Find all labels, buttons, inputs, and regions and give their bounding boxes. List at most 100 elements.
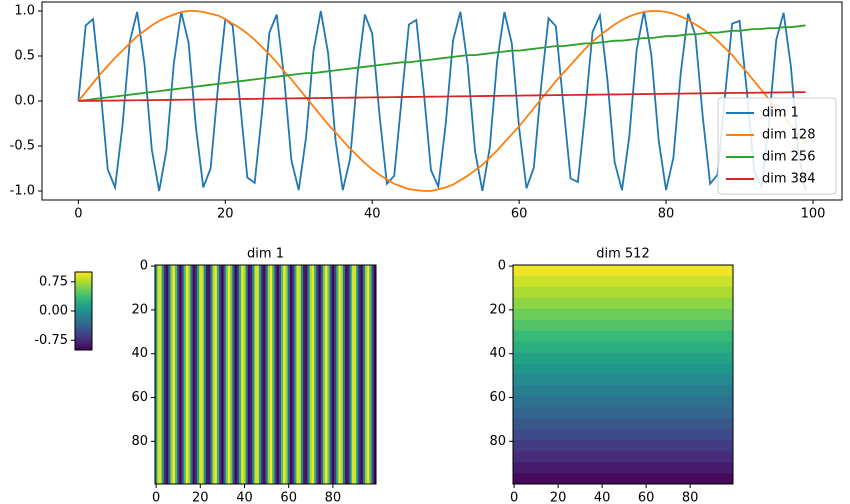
heatmap-cell [174, 265, 178, 484]
heatmap-cell [157, 265, 160, 484]
heatmap-cell [168, 265, 171, 484]
legend-label: dim 384 [762, 172, 815, 187]
heatmap-cell [513, 286, 733, 299]
heatmap-cell [280, 265, 284, 484]
heatmap-cell [276, 265, 280, 484]
y-tick-label: 40 [489, 346, 506, 361]
heatmap-cell [196, 265, 200, 484]
heatmap-cell [278, 265, 282, 484]
heatmap-cell [236, 265, 240, 484]
heatmap-cell [234, 265, 238, 484]
heatmap-cell [241, 265, 244, 484]
heatmap-cell [513, 462, 733, 474]
heatmap-cell [155, 265, 158, 484]
y-tick-label: -1.0 [10, 184, 35, 199]
heatmap-cell [305, 265, 308, 484]
heatmap-cell [274, 265, 277, 484]
heatmap-cell [513, 330, 733, 342]
y-tick-label: 0 [140, 259, 148, 274]
x-tick-label: 80 [325, 491, 342, 504]
heatmap-cell [316, 265, 319, 484]
heatmap-cell [309, 265, 313, 484]
heatmap-cell [181, 265, 185, 484]
heatmap-cell [210, 265, 213, 484]
heatmap-cell [245, 265, 249, 484]
heatmap-cell [513, 418, 733, 430]
heatmap-cell [513, 407, 733, 419]
heatmap-cell [356, 265, 359, 484]
series-line [77, 10, 807, 192]
heatmap-cell [172, 265, 176, 484]
heatmap-cell [166, 265, 169, 484]
y-tick-label: 60 [131, 390, 148, 405]
y-tick-label: 0 [498, 259, 506, 274]
heatmap-cell [254, 265, 257, 484]
series-line [78, 91, 806, 102]
heatmap-cell [170, 265, 173, 484]
heatmap-cell [334, 265, 337, 484]
heatmap-cell [285, 265, 288, 484]
y-tick-label: 80 [489, 434, 506, 449]
heatmap-cell [320, 265, 324, 484]
heatmap-cell [329, 265, 333, 484]
heatmap-cell [177, 265, 180, 484]
heatmap-cell [358, 265, 361, 484]
heatmap-cell [513, 341, 733, 353]
heatmap-cell [296, 265, 299, 484]
y-tick-label: 0.00 [39, 304, 68, 319]
x-tick-label: 20 [217, 207, 234, 222]
heatmap-cell [243, 265, 246, 484]
heatmap-cell [513, 385, 733, 397]
heatmap-cell [336, 265, 339, 484]
heatmap-cell [338, 265, 341, 484]
heatmap-cell [194, 265, 198, 484]
heatmap-cell [513, 319, 733, 331]
heatmap-cell [185, 265, 189, 484]
heatmap-cell [161, 265, 165, 484]
y-tick-label: 1.0 [14, 4, 35, 19]
x-tick-label: 60 [280, 491, 297, 504]
heatmap-cell [513, 374, 733, 386]
heatmap-cell [513, 440, 733, 452]
heatmap-cell [183, 265, 187, 484]
heatmap-cell [369, 265, 372, 484]
heatmap-cell [292, 265, 295, 484]
x-tick-label: 60 [511, 207, 528, 222]
heatmap-cell [190, 265, 193, 484]
heatmap-cell [513, 265, 733, 277]
x-tick-label: 0 [510, 491, 518, 504]
x-tick-label: 20 [550, 491, 567, 504]
heatmap-cell [322, 265, 326, 484]
heatmap-cell [230, 265, 233, 484]
heatmap-cell [314, 265, 317, 484]
heatmap-cell [349, 265, 352, 484]
chart-title: dim 512 [596, 247, 649, 262]
y-tick-label: -0.5 [10, 139, 35, 154]
heatmap-cell [513, 396, 733, 408]
heatmap-cell [214, 265, 218, 484]
heatmap-cell [223, 265, 227, 484]
axes-frame [154, 264, 377, 485]
heatmap-cell [212, 265, 215, 484]
heatmap-cell [205, 265, 209, 484]
x-tick-label: 0 [152, 491, 160, 504]
heatmap-cell [513, 275, 733, 288]
legend-label: dim 1 [762, 106, 799, 121]
x-tick-label: 100 [801, 207, 826, 222]
y-tick-label: 20 [489, 302, 506, 317]
heatmap-cell [159, 265, 162, 484]
x-tick-label: 40 [236, 491, 253, 504]
heatmap-cell [513, 429, 733, 441]
heatmap-cell [294, 265, 297, 484]
heatmap-cell [367, 265, 370, 484]
y-tick-label: 60 [489, 390, 506, 405]
heatmap-cell [373, 265, 377, 484]
colorbar [75, 272, 92, 350]
heatmap-cell [289, 265, 293, 484]
heatmap-cell [267, 265, 271, 484]
heatmap-cell [345, 265, 348, 484]
heatmap-cell [298, 265, 302, 484]
x-tick-label: 80 [658, 207, 675, 222]
